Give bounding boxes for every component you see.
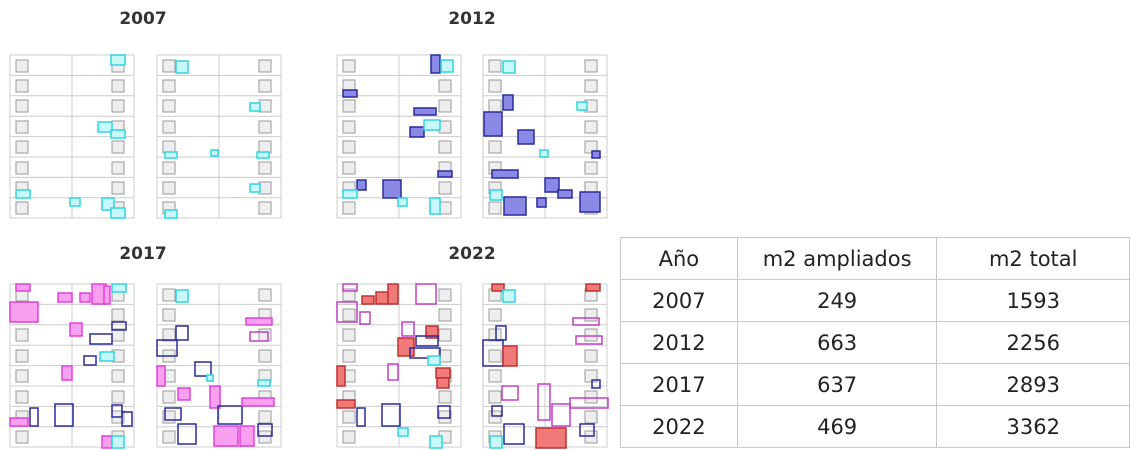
row: 2022 469 3362 — [620, 405, 1130, 448]
cell: 1593 — [936, 279, 1130, 322]
header-cell: m2 total — [936, 237, 1130, 280]
additions-2022 — [336, 283, 609, 449]
header-row: Año m2 ampliados m2 total — [620, 237, 1130, 280]
header-cell: Año — [620, 237, 738, 280]
additions-2012 — [342, 54, 601, 216]
panel-title: 2022 — [448, 244, 495, 264]
cell: 637 — [736, 363, 938, 406]
summary-table: Año m2 ampliados m2 total 2007 249 1593 20… — [620, 237, 1130, 448]
additions-2007 — [15, 54, 270, 219]
row: 2012 663 2256 — [620, 321, 1130, 364]
cell: 249 — [736, 279, 938, 322]
cell: 2893 — [936, 363, 1130, 406]
header-cell: m2 ampliados — [736, 237, 938, 280]
cell: 2007 — [620, 279, 738, 322]
cell: 2022 — [620, 405, 738, 448]
cell: 3362 — [936, 405, 1130, 448]
floor-plan — [336, 283, 462, 448]
cell: 2017 — [620, 363, 738, 406]
cell: 469 — [736, 405, 938, 448]
diagram: 2007 2012 2017 2022 — [9, 9, 609, 449]
floor-plan — [156, 54, 282, 219]
panel-title: 2017 — [119, 244, 166, 264]
cell: 663 — [736, 321, 938, 364]
panel-title: 2012 — [448, 9, 495, 29]
row: 2007 249 1593 — [620, 279, 1130, 322]
panel-title: 2007 — [119, 9, 166, 29]
cell: 2256 — [936, 321, 1130, 364]
cell: 2012 — [620, 321, 738, 364]
row: 2017 637 2893 — [620, 363, 1130, 406]
floor-plan — [156, 283, 282, 448]
additions-2017 — [9, 283, 275, 449]
